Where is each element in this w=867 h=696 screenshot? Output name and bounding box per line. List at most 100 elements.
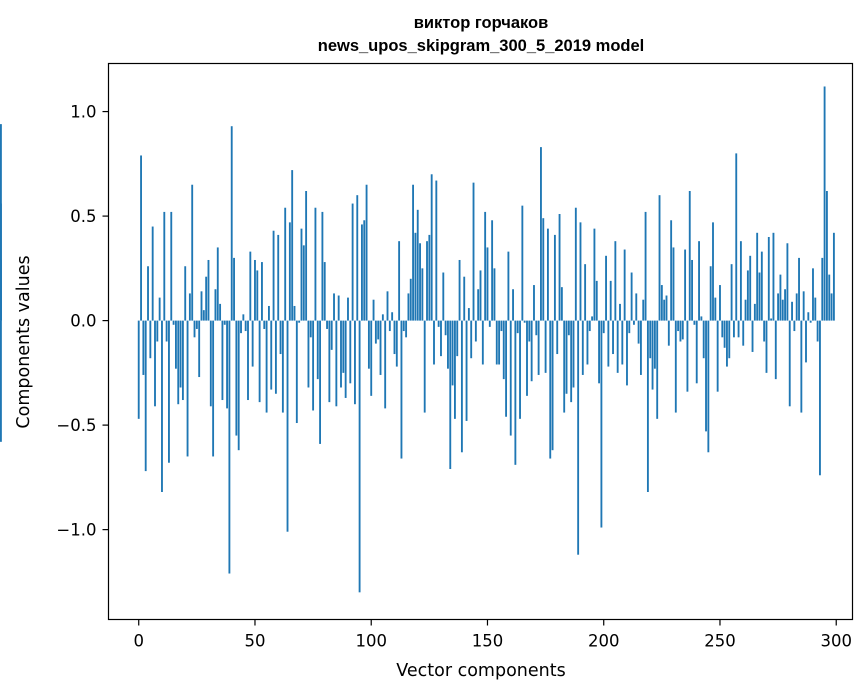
bar-217 — [642, 299, 645, 321]
x-tick-label-200: 200 — [588, 632, 620, 651]
bar-239 — [693, 320, 696, 325]
bar-73 — [307, 320, 310, 388]
bar-181 — [558, 214, 561, 321]
bar-209 — [623, 249, 626, 321]
bar-123 — [423, 320, 426, 413]
bar-297 — [828, 274, 831, 321]
bar-212 — [630, 272, 633, 321]
bar-131 — [442, 272, 445, 321]
bar-141 — [465, 320, 468, 421]
bar-48 — [249, 251, 252, 321]
bar-192 — [584, 264, 587, 321]
bar-55 — [265, 320, 268, 413]
bar-129 — [437, 320, 440, 327]
bar-182 — [560, 287, 563, 321]
bar-158 — [505, 320, 508, 417]
bar-79 — [321, 211, 324, 321]
bar-190 — [579, 222, 582, 321]
bar-136 — [454, 320, 456, 419]
bar-202 — [607, 320, 610, 367]
bar-120 — [416, 209, 419, 321]
bar-133 — [447, 320, 449, 369]
bar-148 — [481, 320, 484, 365]
bar-237 — [688, 191, 691, 321]
bar-286 — [802, 291, 805, 321]
bar-63 — [284, 207, 287, 321]
bar-98 — [365, 184, 368, 321]
bar-115 — [405, 320, 408, 338]
x-tick-label-250: 250 — [704, 632, 736, 651]
bar-222 — [653, 320, 656, 369]
bar-121 — [419, 243, 421, 321]
bar-180 — [556, 320, 559, 355]
bar-199 — [600, 320, 603, 528]
bar-179 — [553, 234, 556, 321]
bar-250 — [719, 285, 721, 321]
bar-219 — [646, 320, 649, 492]
bar-36 — [221, 320, 224, 401]
bar-125 — [428, 234, 431, 321]
bar-53 — [261, 262, 263, 321]
bar-42 — [235, 320, 238, 436]
y-tick-label-1: −0.5 — [56, 416, 96, 435]
bar-76 — [314, 207, 317, 321]
bar-247 — [712, 222, 714, 321]
bar-22 — [188, 293, 191, 321]
bar-200 — [602, 320, 605, 334]
bar-49 — [251, 320, 254, 367]
bar-58 — [272, 230, 275, 321]
bar-198 — [598, 320, 600, 384]
bar-153 — [493, 268, 496, 321]
bar-169 — [530, 320, 533, 382]
bar-241 — [698, 241, 700, 321]
bar-64 — [286, 320, 289, 532]
bar-195 — [591, 316, 594, 321]
bar-103 — [377, 320, 380, 340]
bar-72 — [305, 191, 308, 321]
bar-186 — [570, 320, 573, 403]
bar-112 — [398, 241, 401, 321]
bar-85 — [335, 320, 338, 407]
bar-269 — [763, 320, 766, 342]
bar-47 — [247, 320, 249, 401]
bar-257 — [735, 153, 738, 321]
bar-213 — [633, 320, 635, 325]
bar-157 — [502, 320, 505, 380]
bar-90 — [347, 297, 349, 321]
bar-278 — [784, 289, 786, 321]
bar-37 — [223, 320, 226, 325]
bar-260 — [742, 320, 745, 346]
bar-95 — [358, 320, 361, 593]
bar-34 — [216, 247, 219, 321]
bar-196 — [593, 228, 596, 321]
bar-61 — [279, 320, 282, 355]
bar-298 — [830, 293, 833, 321]
bar-259 — [739, 241, 742, 321]
bar-81 — [326, 320, 328, 329]
bar-238 — [691, 259, 693, 321]
bar-82 — [328, 320, 331, 403]
bar-1 — [140, 155, 142, 321]
bar-116 — [407, 293, 410, 321]
bar-91 — [349, 320, 352, 384]
bar-83 — [330, 320, 333, 350]
bar-281 — [791, 301, 793, 321]
bar-74 — [309, 320, 312, 338]
bar-216 — [639, 320, 642, 375]
bar-62 — [281, 320, 284, 413]
bar-14 — [170, 211, 173, 321]
bar-84 — [333, 293, 335, 321]
bar-94 — [356, 195, 359, 321]
bar-19 — [181, 320, 184, 401]
bar-75 — [312, 320, 315, 411]
bar-207 — [619, 303, 621, 321]
bar-173 — [540, 147, 542, 321]
bar-4 — [147, 266, 149, 321]
bar-244 — [705, 320, 707, 432]
bar-97 — [363, 220, 366, 321]
bar-204 — [612, 320, 614, 355]
bar-274 — [774, 320, 777, 380]
bar-203 — [609, 280, 612, 321]
bar-110 — [393, 320, 396, 355]
